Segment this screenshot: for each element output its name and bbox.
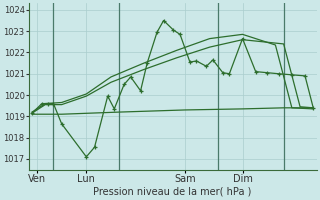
X-axis label: Pression niveau de la mer( hPa ): Pression niveau de la mer( hPa ) (93, 187, 252, 197)
